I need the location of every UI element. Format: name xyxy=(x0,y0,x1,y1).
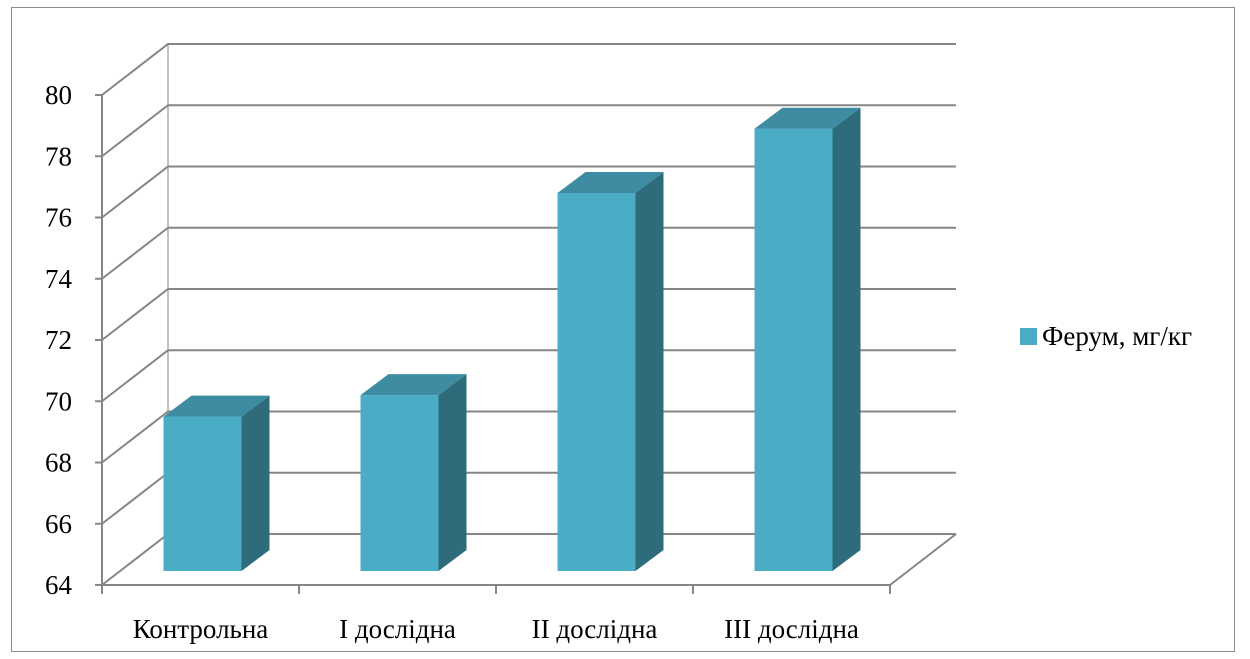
x-tick-label: Контрольна xyxy=(133,614,269,644)
bar xyxy=(557,172,664,571)
y-tick-label: 66 xyxy=(45,509,72,539)
bar-front-face xyxy=(163,416,242,571)
bar-top-face xyxy=(754,107,861,129)
legend: Ферум, мг/кг xyxy=(1020,321,1192,351)
y-tick-label: 74 xyxy=(45,264,73,294)
legend-swatch xyxy=(1020,328,1037,345)
y-tick-label: 80 xyxy=(45,80,72,110)
bar-side-face xyxy=(438,374,467,571)
bar-top-face xyxy=(163,395,270,417)
bar-side-face xyxy=(241,395,270,571)
bar-side-face xyxy=(832,107,861,571)
bar-front-face xyxy=(557,193,636,571)
bar-side-face xyxy=(635,172,664,571)
y-tick-label: 70 xyxy=(45,386,72,416)
x-tick-label: II дослідна xyxy=(532,614,658,644)
bar-top-face xyxy=(557,172,664,193)
y-tick-label: 68 xyxy=(45,448,72,478)
bar-front-face xyxy=(754,128,833,571)
floor-right-edge xyxy=(889,533,957,586)
gridline xyxy=(101,43,956,96)
bar xyxy=(163,395,270,571)
bars xyxy=(163,107,861,571)
y-tick-label: 72 xyxy=(45,325,72,355)
legend-label: Ферум, мг/кг xyxy=(1042,321,1192,351)
bar xyxy=(360,374,467,571)
y-tick-label: 64 xyxy=(45,570,73,600)
x-tick-labels: Контрольна I дослідна II дослідна III дослі… xyxy=(133,614,859,644)
bar-top-face xyxy=(360,374,467,396)
y-tick-labels: 64 66 68 70 72 74 76 78 80 xyxy=(45,80,73,600)
x-tick-label: I дослідна xyxy=(339,614,456,644)
x-tick-label: III дослідна xyxy=(724,614,859,644)
bar-front-face xyxy=(360,395,439,571)
y-tick-label: 78 xyxy=(45,141,72,171)
y-tick-label: 76 xyxy=(45,203,72,233)
bar xyxy=(754,107,861,571)
